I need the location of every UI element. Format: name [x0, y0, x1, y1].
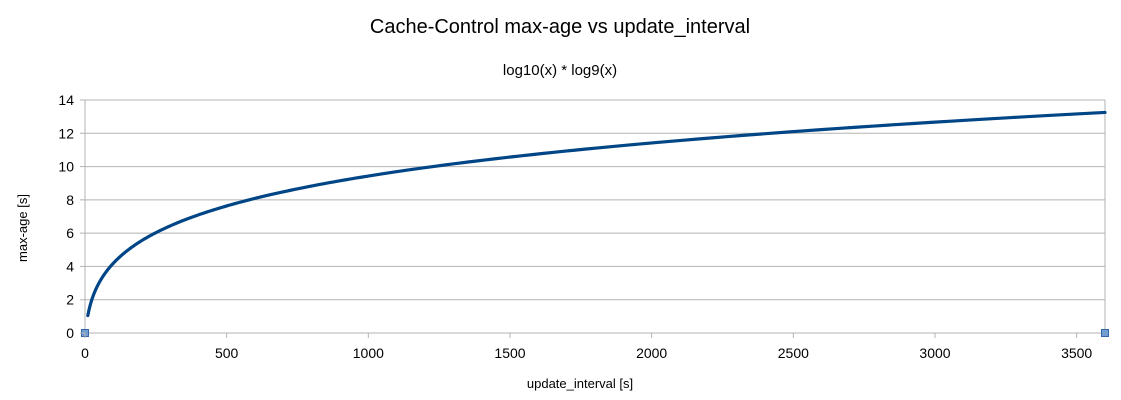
x-tick-label: 3000	[919, 345, 950, 361]
y-axis-label: max-age [s]	[15, 194, 30, 262]
series-line	[86, 110, 1107, 318]
y-tick-label: 2	[66, 292, 74, 308]
chart-title: Cache-Control max-age vs update_interval	[370, 16, 750, 38]
y-tick-label: 4	[66, 258, 74, 274]
series-layer	[86, 110, 1107, 318]
chart-subtitle: log10(x) * log9(x)	[503, 62, 617, 79]
x-tick-label: 0	[81, 345, 89, 361]
grid	[85, 99, 1105, 334]
x-tick-label: 1000	[353, 345, 384, 361]
y-tick-label: 12	[58, 125, 74, 141]
y-tick-label: 0	[66, 325, 74, 341]
x-tick-label: 2000	[636, 345, 667, 361]
y-tick-label: 10	[58, 159, 74, 175]
y-tick-label: 8	[66, 192, 74, 208]
x-axis-label: update_interval [s]	[527, 376, 633, 391]
x-tick-label: 1500	[494, 345, 525, 361]
x-tick-label: 3500	[1061, 345, 1092, 361]
y-tick-label: 6	[66, 225, 74, 241]
data-point-marker	[1101, 329, 1109, 337]
x-tick-label: 500	[215, 345, 239, 361]
y-tick-label: 14	[58, 92, 74, 108]
y-axis-ticks: 0 2 4 6 8 10 12 14	[58, 92, 85, 341]
x-axis-ticks: 0 500 1000 1500 2000 2500 3000 3500	[81, 333, 1092, 361]
x-tick-label: 2500	[778, 345, 809, 361]
axes	[84, 100, 1106, 334]
